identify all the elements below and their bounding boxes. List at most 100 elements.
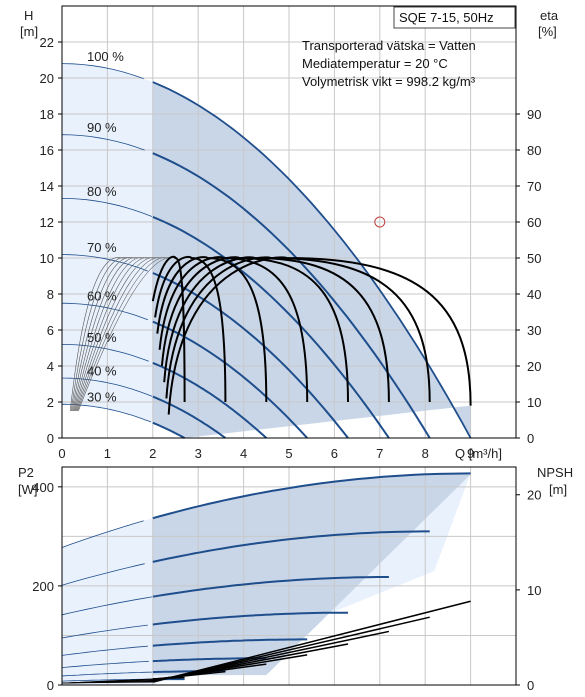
head-curve-low-flow-100 — [61, 63, 144, 79]
h-tick-label: 18 — [40, 107, 54, 122]
speed-label-90: 90 % — [87, 120, 117, 135]
power-curve-low-flow-40 — [61, 671, 152, 677]
q-tick-label: 0 — [58, 446, 65, 461]
q-tick-label: 6 — [331, 446, 338, 461]
h-tick-label: 6 — [47, 323, 54, 338]
head-curve-low-flow-50 — [61, 344, 149, 362]
power-curve-low-flow-60 — [61, 645, 148, 656]
q-tick-label: 5 — [285, 446, 292, 461]
power-curve-low-flow-90 — [61, 563, 145, 586]
low-flow-fan-curve — [71, 257, 136, 412]
power-curve-100 — [152, 472, 471, 520]
low-flow-fan-curve — [72, 257, 142, 412]
p2-tick-label: 200 — [32, 579, 54, 594]
p2-axis-label: P2 — [18, 465, 34, 480]
npsh-tick-label: 10 — [527, 583, 541, 598]
speed-label-100: 100 % — [87, 49, 124, 64]
info-line-density: Volymetrisk vikt = 998.2 kg/m³ — [302, 74, 476, 89]
q-tick-label: 7 — [376, 446, 383, 461]
npsh-axis-label: NPSH — [537, 465, 573, 480]
h-tick-label: 2 — [47, 395, 54, 410]
p2-axis-unit: [W] — [18, 482, 38, 497]
eta-tick-label: 70 — [527, 179, 541, 194]
eta-tick-label: 30 — [527, 323, 541, 338]
speed-label-50: 50 % — [87, 330, 117, 345]
q-tick-label: 3 — [195, 446, 202, 461]
low-flow-fan-curve — [76, 257, 165, 412]
h-tick-label: 12 — [40, 215, 54, 230]
npsh-curve-30 — [152, 676, 185, 680]
p2-tick-label: 0 — [47, 678, 54, 693]
info-line-fluid: Transporterad vätska = Vatten — [302, 38, 476, 53]
npsh-axis-unit: [m] — [549, 482, 567, 497]
eta-axis-label: eta — [540, 8, 559, 23]
h-tick-label: 0 — [47, 431, 54, 446]
head-curve-100 — [152, 81, 472, 439]
head-curve-low-flow-30 — [62, 403, 152, 423]
q-tick-label: 2 — [149, 446, 156, 461]
head-curve-low-flow-90 — [61, 134, 145, 151]
eta-tick-label: 40 — [527, 287, 541, 302]
h-tick-label: 22 — [40, 35, 54, 50]
power-curve-low-flow-50 — [61, 660, 149, 668]
npsh-tick-label: 20 — [527, 488, 541, 503]
pump-label-box — [393, 6, 516, 29]
h-axis-unit: [m] — [20, 24, 38, 39]
eta-tick-label: 90 — [527, 107, 541, 122]
head-curve-low-flow-60 — [61, 302, 148, 321]
head-curve-low-flow-70 — [61, 254, 148, 272]
h-tick-label: 14 — [40, 179, 54, 194]
q-tick-label: 9 — [467, 446, 474, 461]
q-tick-label: 1 — [104, 446, 111, 461]
h-tick-label: 10 — [40, 251, 54, 266]
speed-label-60: 60 % — [87, 289, 117, 304]
head-curve-low-flow-40 — [62, 377, 153, 397]
h-tick-label: 4 — [47, 359, 54, 374]
eta-tick-label: 50 — [527, 251, 541, 266]
power-curve-panel: 0 200 400 0 10 20 P2 [W] NPSH [m] — [18, 465, 573, 693]
low-flow-fan-curve — [73, 257, 147, 412]
head-curve-80 — [152, 215, 390, 439]
info-line-temperature: Mediatemperatur = 20 °C — [302, 56, 448, 71]
eta-tick-label: 10 — [527, 395, 541, 410]
speed-label-80: 80 % — [87, 184, 117, 199]
head-curve-90 — [152, 152, 431, 439]
q-tick-label: 8 — [422, 446, 429, 461]
power-fill-operating-range — [152, 473, 471, 676]
speed-label-40: 40 % — [87, 364, 117, 379]
power-curve-70 — [152, 611, 348, 626]
efficiency-curve — [156, 256, 268, 403]
h-axis-label: H — [24, 8, 33, 23]
low-flow-fan-curve — [70, 257, 130, 412]
efficiency-curve — [167, 256, 472, 415]
pump-label: SQE 7-15, 50Hz — [399, 10, 494, 25]
power-curve-90 — [152, 530, 430, 563]
power-curve-low-flow-70 — [61, 624, 148, 639]
operating-point-marker — [374, 216, 386, 228]
h-tick-label: 16 — [40, 143, 54, 158]
power-curve-80 — [152, 576, 389, 598]
low-flow-fan-curve — [74, 257, 153, 412]
low-flow-fan-curve — [77, 257, 171, 412]
head-curve-low-flow-80 — [61, 198, 153, 217]
power-curve-low-flow-100 — [61, 520, 144, 548]
low-flow-fan-curve — [69, 257, 124, 412]
eta-tick-label: 20 — [527, 359, 541, 374]
head-curve-40 — [152, 395, 226, 439]
power-curve-60 — [152, 638, 308, 647]
q-axis-label: Q [m³/h] — [455, 446, 502, 461]
power-curve-low-flow-80 — [61, 596, 152, 616]
eta-tick-label: 60 — [527, 215, 541, 230]
speed-label-70: 70 % — [87, 240, 117, 255]
head-curve-30 — [152, 421, 186, 439]
p2-tick-label: 400 — [32, 480, 54, 495]
eta-tick-label: 80 — [527, 143, 541, 158]
h-tick-label: 20 — [40, 71, 54, 86]
eta-tick-label: 0 — [527, 431, 534, 446]
eta-axis-unit: [%] — [538, 24, 557, 39]
npsh-curve-low-flow — [61, 678, 153, 684]
npsh-tick-label: 0 — [527, 678, 534, 693]
speed-label-30: 30 % — [87, 390, 117, 405]
